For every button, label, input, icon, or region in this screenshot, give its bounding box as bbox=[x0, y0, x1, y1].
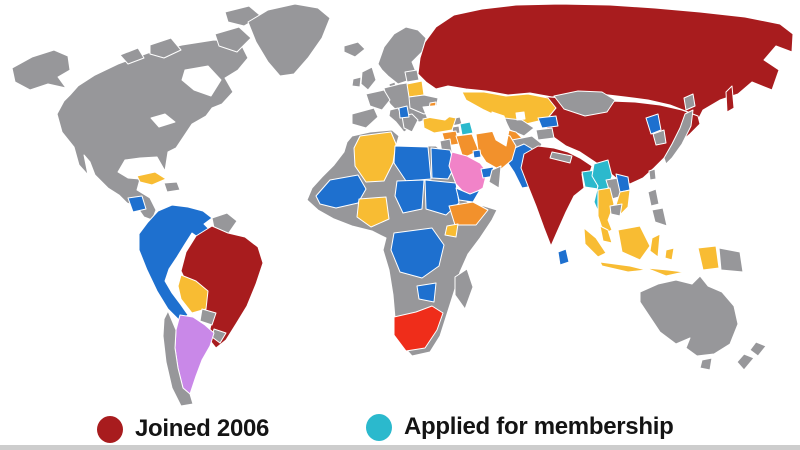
region-black-sea bbox=[422, 104, 456, 121]
region-cambodia bbox=[609, 203, 623, 217]
region-kuwait bbox=[472, 149, 482, 159]
legend-dot-applied-for-membership bbox=[366, 413, 392, 441]
region-india bbox=[520, 145, 593, 247]
region-andes-states bbox=[138, 204, 213, 321]
region-sri-lanka bbox=[557, 248, 570, 266]
region-kazakhstan bbox=[461, 91, 557, 125]
region-cuba bbox=[136, 171, 167, 186]
region-japan-honshu bbox=[663, 109, 694, 165]
region-south-africa bbox=[393, 305, 444, 352]
region-sumatra bbox=[583, 227, 607, 258]
region-uk bbox=[360, 66, 377, 91]
region-belarus bbox=[406, 80, 425, 98]
region-chad bbox=[394, 179, 425, 214]
region-uganda bbox=[444, 223, 459, 238]
region-japan-hokkaido bbox=[683, 93, 696, 111]
region-java bbox=[599, 261, 647, 273]
region-thailand bbox=[597, 187, 615, 235]
region-hispaniola bbox=[163, 181, 181, 193]
region-balkans bbox=[401, 113, 419, 133]
region-great-lakes bbox=[150, 113, 176, 128]
region-papua-new-guinea bbox=[718, 247, 744, 273]
region-mali-senegal bbox=[315, 174, 367, 209]
legend: Joined 2006 Applied for membership bbox=[0, 412, 800, 446]
region-iberia bbox=[351, 107, 379, 129]
region-south-korea bbox=[652, 129, 667, 146]
region-nz-south bbox=[736, 353, 755, 371]
region-france bbox=[365, 89, 391, 111]
region-nicaragua bbox=[127, 195, 147, 213]
legend-label-applied-for-membership: Applied for membership bbox=[404, 413, 674, 440]
region-iceland bbox=[343, 41, 366, 58]
region-north-korea bbox=[645, 113, 662, 135]
region-west-papua bbox=[697, 245, 720, 271]
region-saudi-arabia bbox=[448, 151, 488, 198]
region-nigeria bbox=[356, 196, 390, 228]
region-ethiopia bbox=[448, 201, 489, 226]
region-arctic-island-2 bbox=[119, 47, 145, 65]
region-kyrgyzstan bbox=[537, 115, 559, 129]
region-oman bbox=[488, 165, 502, 189]
region-alaska bbox=[11, 49, 71, 91]
region-hudson-bay bbox=[181, 65, 222, 97]
region-arctic-island-1 bbox=[149, 37, 182, 59]
region-russia bbox=[417, 3, 794, 121]
region-tajikistan bbox=[535, 127, 555, 141]
region-north-america bbox=[56, 39, 249, 221]
region-drc bbox=[390, 227, 445, 279]
region-sulawesi bbox=[649, 233, 661, 258]
world-map bbox=[11, 3, 794, 407]
region-maluku bbox=[664, 247, 675, 261]
region-zimbabwe bbox=[416, 282, 437, 303]
region-scandinavia bbox=[377, 26, 427, 85]
region-malay-peninsula bbox=[599, 225, 613, 244]
region-nepal bbox=[549, 151, 573, 164]
region-ireland bbox=[351, 76, 362, 88]
bottom-border-band bbox=[0, 445, 800, 450]
region-madagascar bbox=[454, 268, 474, 310]
region-greenland bbox=[247, 3, 331, 77]
region-paraguay bbox=[199, 308, 217, 326]
region-australia bbox=[639, 275, 739, 357]
region-philippines-mindanao bbox=[651, 207, 668, 227]
region-tasmania bbox=[699, 357, 713, 371]
legend-dot-joined-2006 bbox=[97, 415, 123, 443]
region-caspian-sea bbox=[489, 111, 510, 147]
region-chile bbox=[162, 310, 194, 407]
region-serbia bbox=[398, 105, 410, 119]
legend-item-applied-for-membership: Applied for membership bbox=[366, 412, 674, 442]
region-baltics bbox=[404, 69, 420, 83]
region-taiwan bbox=[648, 168, 657, 181]
region-algeria bbox=[353, 131, 397, 183]
legend-label-joined-2006: Joined 2006 bbox=[135, 415, 270, 442]
region-nz-north bbox=[749, 341, 767, 357]
region-borneo bbox=[617, 225, 651, 261]
region-yemen bbox=[455, 187, 481, 203]
region-azerbaijan bbox=[459, 121, 474, 136]
region-aral-sea bbox=[515, 111, 526, 121]
region-mongolia bbox=[553, 90, 616, 117]
region-bolivia bbox=[177, 274, 209, 314]
region-sakhalin bbox=[725, 85, 735, 113]
region-lesser-sunda bbox=[645, 267, 685, 277]
legend-item-joined-2006: Joined 2006 bbox=[97, 414, 269, 444]
region-philippines-luzon bbox=[647, 188, 660, 207]
region-arctic-island-3 bbox=[214, 26, 252, 53]
